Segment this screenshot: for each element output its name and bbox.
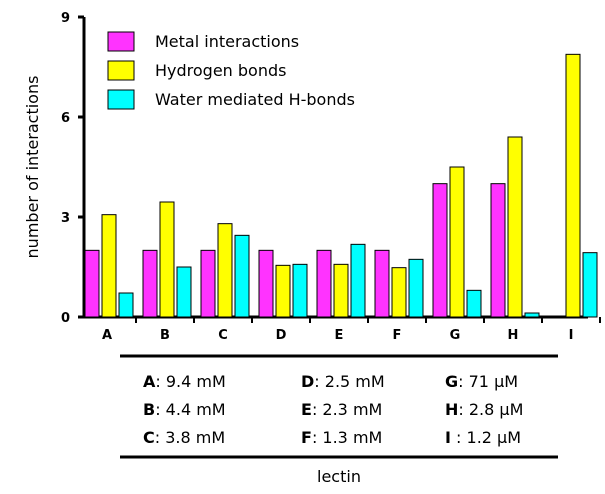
- x-ticks: A B C D E F G H I: [102, 317, 601, 343]
- affinity-table: A: 9.4 mM D: 2.5 mM G: 71 μMB: 4.4 mM E: 2.…: [143, 372, 523, 447]
- y-tick-label: 6: [61, 111, 70, 126]
- bar-C-metal-interactions: [200, 249, 216, 318]
- affinity-key: G: [445, 372, 458, 391]
- affinity-entry: C: 3.8 mM: [143, 428, 225, 447]
- bar-D-hydrogen-bonds: [275, 264, 291, 318]
- bar-F-metal-interactions: [374, 249, 390, 318]
- affinity-value: : 1.3 mM: [312, 428, 382, 447]
- bar-F-water-mediated-h-bonds: [408, 258, 424, 318]
- category-label: F: [393, 328, 402, 343]
- affinity-entry: H: 2.8 μM: [445, 400, 523, 419]
- category-label: H: [508, 328, 519, 343]
- affinity-value: : 2.8 μM: [458, 400, 523, 419]
- affinity-value: : 2.5 mM: [314, 372, 384, 391]
- bar-H-metal-interactions: [490, 183, 506, 318]
- bar-G-hydrogen-bonds: [449, 166, 465, 318]
- affinity-key: B: [143, 400, 155, 419]
- y-axis-title: number of interactions: [23, 76, 42, 259]
- category-label: C: [218, 328, 228, 343]
- bar-A-metal-interactions: [84, 249, 100, 318]
- affinity-value: : 71 μM: [458, 372, 518, 391]
- bar-I-hydrogen-bonds: [565, 53, 581, 318]
- bar-C-hydrogen-bonds: [217, 223, 233, 318]
- y-tick-label: 3: [61, 211, 70, 226]
- affinity-entry: E: 2.3 mM: [301, 400, 382, 419]
- legend-swatch: [107, 89, 135, 110]
- affinity-entry: I : 1.2 μM: [445, 428, 521, 447]
- bar-E-hydrogen-bonds: [333, 263, 349, 318]
- affinity-key: C: [143, 428, 155, 447]
- bar-B-water-mediated-h-bonds: [176, 266, 192, 318]
- bar-E-water-mediated-h-bonds: [350, 243, 366, 318]
- affinity-entry: D: 2.5 mM: [301, 372, 385, 391]
- category-label: G: [450, 328, 461, 343]
- legend-swatch: [107, 31, 135, 52]
- bar-G-water-mediated-h-bonds: [466, 289, 482, 318]
- bar-A-water-mediated-h-bonds: [118, 292, 134, 318]
- legend-swatch: [107, 60, 135, 81]
- legend-label: Water mediated H-bonds: [155, 90, 355, 109]
- bar-F-hydrogen-bonds: [391, 267, 407, 318]
- affinity-key: H: [445, 400, 458, 419]
- bar-I-water-mediated-h-bonds: [582, 252, 598, 318]
- affinity-key: E: [301, 400, 312, 419]
- category-label: B: [160, 328, 170, 343]
- y-tick-label: 9: [61, 11, 70, 26]
- affinity-value: : 3.8 mM: [155, 428, 225, 447]
- legend-label: Metal interactions: [155, 32, 299, 51]
- bar-H-water-mediated-h-bonds: [524, 312, 540, 318]
- bar-D-water-mediated-h-bonds: [292, 263, 308, 318]
- affinity-entry: G: 71 μM: [445, 372, 518, 391]
- bar-C-water-mediated-h-bonds: [234, 234, 250, 318]
- bar-D-metal-interactions: [258, 249, 274, 318]
- bar-B-hydrogen-bonds: [159, 201, 175, 318]
- affinity-key: D: [301, 372, 314, 391]
- affinity-entry: B: 4.4 mM: [143, 400, 226, 419]
- category-label: A: [102, 328, 112, 343]
- category-label: D: [276, 328, 287, 343]
- bar-H-hydrogen-bonds: [507, 136, 523, 318]
- affinity-value: : 1.2 μM: [451, 428, 521, 447]
- affinity-entry: F: 1.3 mM: [301, 428, 382, 447]
- affinity-value: : 9.4 mM: [155, 372, 225, 391]
- bars: [84, 53, 598, 318]
- affinity-value: : 4.4 mM: [155, 400, 225, 419]
- y-tick-label: 0: [61, 311, 70, 326]
- affinity-key: F: [301, 428, 312, 447]
- affinity-key: A: [143, 372, 156, 391]
- affinity-key: I: [445, 428, 451, 447]
- legend: Metal interactions Hydrogen bonds Water me…: [107, 31, 355, 110]
- affinity-value: : 2.3 mM: [312, 400, 382, 419]
- category-label: E: [335, 328, 344, 343]
- bar-A-hydrogen-bonds: [101, 214, 117, 318]
- bar-E-metal-interactions: [316, 249, 332, 318]
- affinity-entry: A: 9.4 mM: [143, 372, 226, 391]
- x-axis-title: lectin: [317, 467, 361, 486]
- legend-label: Hydrogen bonds: [155, 61, 286, 80]
- bar-G-metal-interactions: [432, 183, 448, 318]
- category-label: I: [569, 328, 574, 343]
- y-ticks: 0 3 6 9: [61, 11, 84, 326]
- bar-B-metal-interactions: [142, 249, 158, 318]
